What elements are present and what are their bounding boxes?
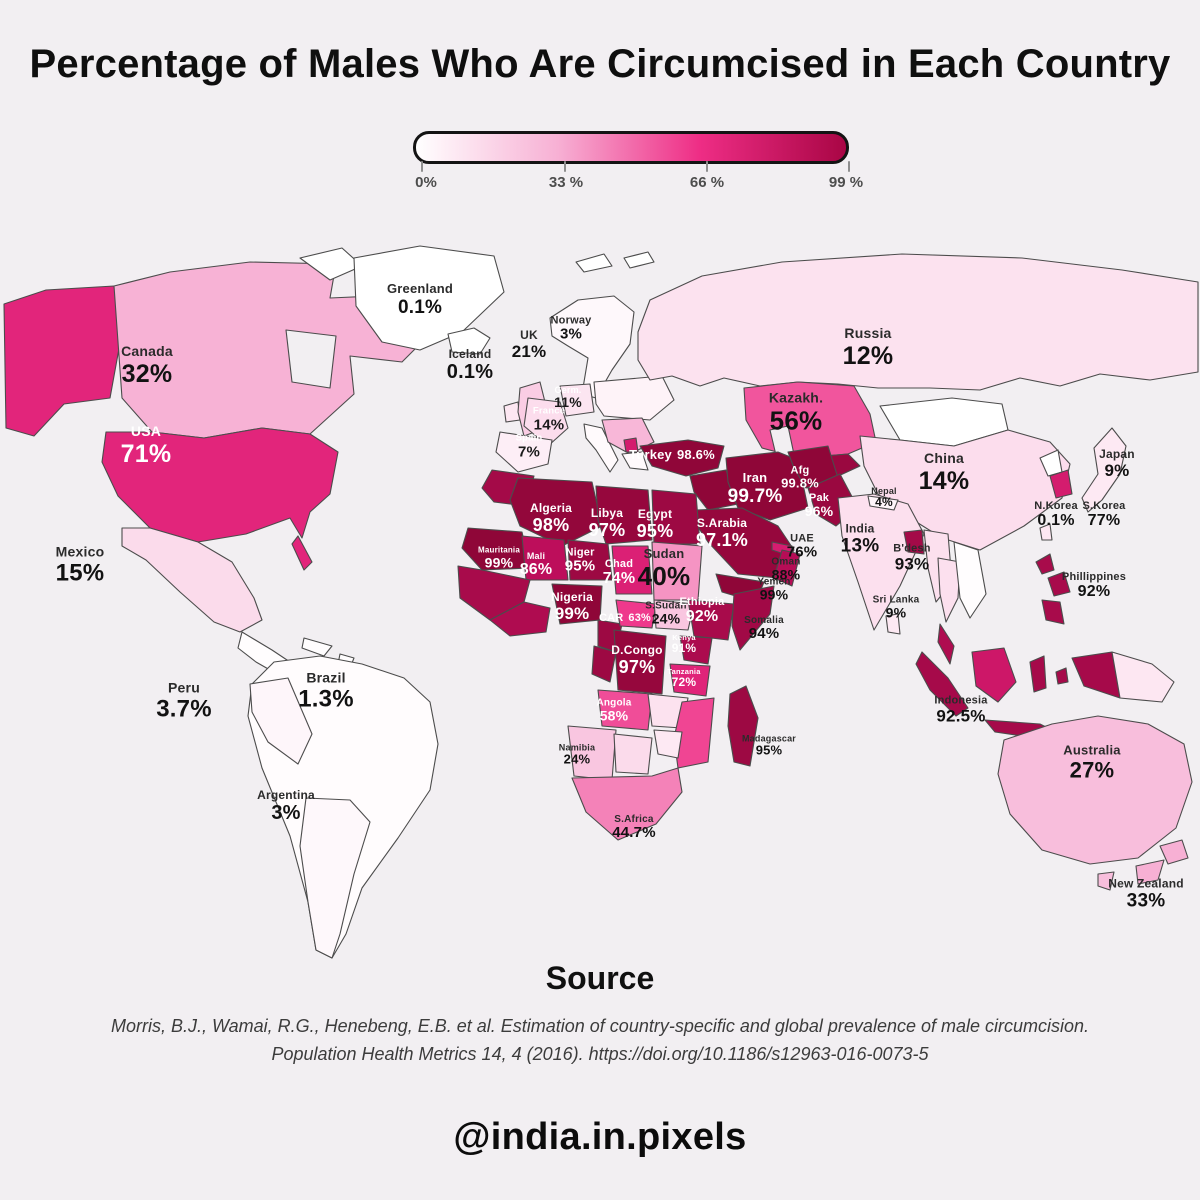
country-shape-florida (291, 535, 313, 571)
source-citation-line2: Population Health Metrics 14, 4 (2016). … (271, 1044, 929, 1064)
country-shape-borneo (971, 647, 1017, 703)
country-shape-alaska (3, 285, 123, 437)
country-shape-argentina (299, 797, 371, 959)
country-shape-philippines-3 (1041, 599, 1065, 625)
country-shape-sumatra (915, 651, 969, 717)
country-shape-indochina (953, 541, 987, 619)
country-shape-mexico (121, 527, 263, 633)
country-shape-botswana (613, 733, 653, 775)
legend-tickmark (848, 161, 850, 172)
credit-handle: @india.in.pixels (453, 1116, 747, 1158)
country-shape-papua-new-guinea (1111, 651, 1175, 703)
country-shape-new-zealand-north (1159, 839, 1189, 865)
country-shape-south-korea (1049, 469, 1073, 499)
country-shape-albania (623, 437, 639, 453)
country-shape-angola (597, 689, 653, 731)
source-citation-line1: Morris, B.J., Wamai, R.G., Henebeng, E.B… (110, 1016, 1090, 1036)
country-shape-iceland (447, 327, 491, 355)
country-shape-svalbard-2 (623, 251, 655, 269)
country-shape-car (615, 599, 657, 629)
country-shape-chad (611, 545, 653, 595)
legend-tick-33: 33 % (548, 174, 584, 191)
country-shape-eastern-europe (593, 375, 675, 421)
country-shape-mali (521, 535, 569, 581)
country-shape-spain (495, 431, 553, 473)
country-shape-malaysia (937, 623, 955, 665)
country-shape-usa (101, 427, 339, 543)
country-shape-peru (249, 677, 313, 765)
country-shape-niger (567, 539, 613, 581)
legend-tick-66: 66 % (689, 174, 725, 191)
country-shape-zimbabwe (653, 729, 683, 759)
country-shape-russia (637, 253, 1199, 391)
country-shape-iran (725, 451, 809, 521)
country-shape-nigeria (551, 583, 603, 625)
country-shape-france (523, 397, 569, 447)
country-shape-italy (583, 423, 619, 473)
country-shape-south-africa (571, 767, 683, 841)
legend-tick-0: 0% (415, 174, 437, 191)
country-shape-somalia (731, 585, 775, 651)
country-shape-ethiopia (687, 599, 735, 641)
legend-gradient-bar (413, 131, 849, 164)
country-shape-libya (595, 485, 653, 545)
country-shape-turkey (639, 439, 725, 477)
legend-tickmark (421, 161, 423, 172)
country-shape-sulawesi (1029, 655, 1047, 693)
country-shape-mauritania (461, 527, 531, 571)
country-shape-congo-gabon (591, 645, 617, 683)
country-shape-nepal (867, 495, 899, 511)
country-shape-india (837, 493, 925, 631)
country-shape-australia (997, 715, 1193, 865)
country-shape-bangladesh (903, 529, 925, 555)
country-shape-gulf-of-guinea-coast (489, 601, 551, 637)
country-shape-philippines-1 (1035, 553, 1055, 575)
legend-tickmark (564, 161, 566, 172)
country-shape-new-zealand-south (1135, 859, 1165, 885)
country-shape-sudan (651, 541, 703, 601)
country-shape-dr-congo (613, 629, 667, 695)
country-shape-iraq-syria (689, 469, 739, 511)
country-shape-kenya (679, 635, 713, 665)
country-shape-moluccas (1055, 667, 1069, 685)
country-shape-sri-lanka (885, 613, 901, 635)
country-shape-cuba (301, 637, 333, 657)
country-shape-kazakhstan (743, 381, 877, 459)
country-shape-hudson-bay (285, 329, 337, 389)
source-heading: Source (545, 960, 655, 996)
legend-tick-99: 99 % (828, 174, 864, 191)
country-shape-tanzania (669, 663, 711, 697)
country-shape-japan (1081, 427, 1127, 513)
country-shape-taiwan (1039, 523, 1053, 541)
country-shape-oman (773, 549, 801, 587)
country-shape-tasmania (1097, 871, 1115, 891)
country-shape-philippines-2 (1047, 571, 1071, 597)
page-title: Percentage of Males Who Are Circumcised … (29, 42, 1171, 86)
country-shape-south-sudan (653, 599, 695, 631)
country-shape-greece (621, 451, 649, 471)
country-shape-madagascar (727, 685, 759, 767)
legend-tickmark (706, 161, 708, 172)
country-shape-egypt (651, 489, 701, 545)
country-shape-svalbard-1 (575, 253, 613, 273)
country-shape-namibia (567, 725, 617, 781)
country-shape-germany (559, 383, 595, 417)
